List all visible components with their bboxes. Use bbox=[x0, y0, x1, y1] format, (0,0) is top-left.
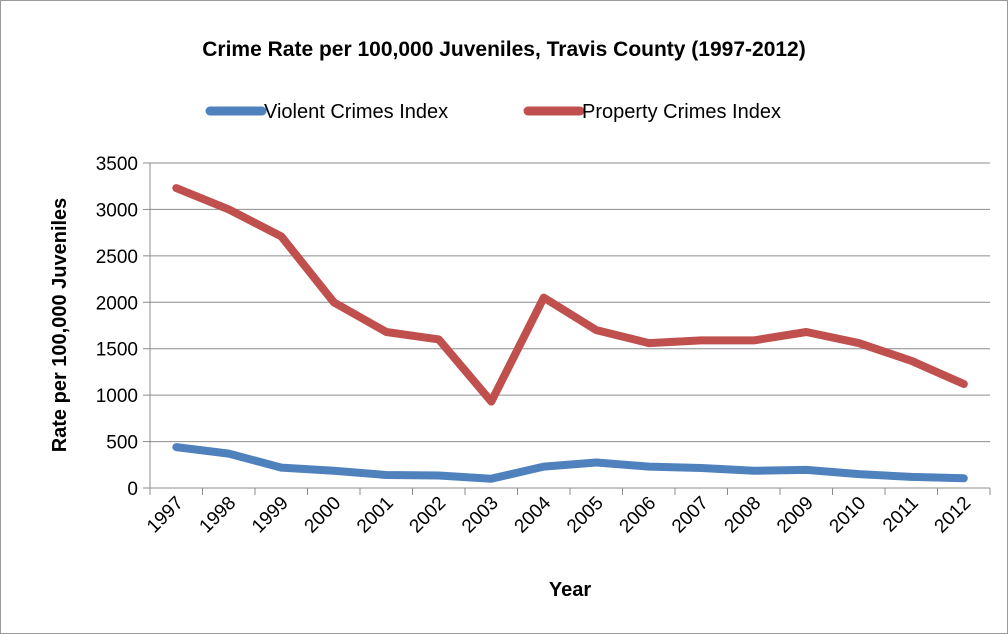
series-lines bbox=[172, 184, 968, 483]
x-axis-title: Year bbox=[549, 579, 591, 601]
series-line-1 bbox=[172, 184, 968, 406]
x-tick-label: 2011 bbox=[879, 493, 923, 537]
legend-label-violent: Violent Crimes Index bbox=[264, 101, 448, 123]
x-tick-label: 2001 bbox=[353, 493, 398, 538]
series-line-0 bbox=[172, 443, 968, 483]
x-tick-label: 2012 bbox=[931, 493, 976, 538]
chart-title: Crime Rate per 100,000 Juveniles, Travis… bbox=[202, 38, 805, 61]
x-tick-label: 2003 bbox=[458, 493, 503, 538]
y-tick-labels: 0 500 1000 1500 2000 2500 3000 3500 bbox=[96, 154, 138, 500]
y-tick-label: 500 bbox=[106, 433, 138, 454]
y-tick-label: 0 bbox=[127, 479, 138, 500]
x-tick-label: 2007 bbox=[668, 493, 713, 538]
x-tick-label: 2005 bbox=[563, 493, 608, 538]
y-tick-label: 1000 bbox=[96, 386, 138, 407]
legend-label-property: Property Crimes Index bbox=[582, 101, 781, 123]
legend: Violent Crimes Index Property Crimes Ind… bbox=[205, 101, 781, 123]
x-tick-label: 1999 bbox=[248, 493, 293, 538]
x-tick-label: 1998 bbox=[196, 493, 241, 538]
y-tick-label: 2500 bbox=[96, 247, 138, 268]
x-tick-label: 2002 bbox=[406, 493, 451, 538]
x-tick-label: 2004 bbox=[511, 492, 556, 537]
x-tick-label: 2006 bbox=[616, 493, 661, 538]
x-tick-label: 1997 bbox=[143, 493, 188, 538]
x-tick-label: 2008 bbox=[721, 493, 766, 538]
y-tick-label: 3000 bbox=[96, 200, 138, 221]
y-axis-title: Rate per 100,000 Juveniles bbox=[49, 198, 71, 453]
gridlines bbox=[150, 162, 990, 443]
x-tick-label: 2000 bbox=[301, 493, 346, 538]
y-tick-label: 2000 bbox=[96, 293, 138, 314]
x-tick-label: 2010 bbox=[826, 493, 871, 538]
x-tick-labels: 1997 1998 1999 2000 2001 2002 2003 2004 2005 2006… bbox=[143, 492, 975, 537]
y-tick-label: 3500 bbox=[96, 154, 138, 175]
axes bbox=[143, 162, 991, 495]
y-tick-label: 1500 bbox=[96, 340, 138, 361]
x-tick-label: 2009 bbox=[773, 493, 818, 538]
